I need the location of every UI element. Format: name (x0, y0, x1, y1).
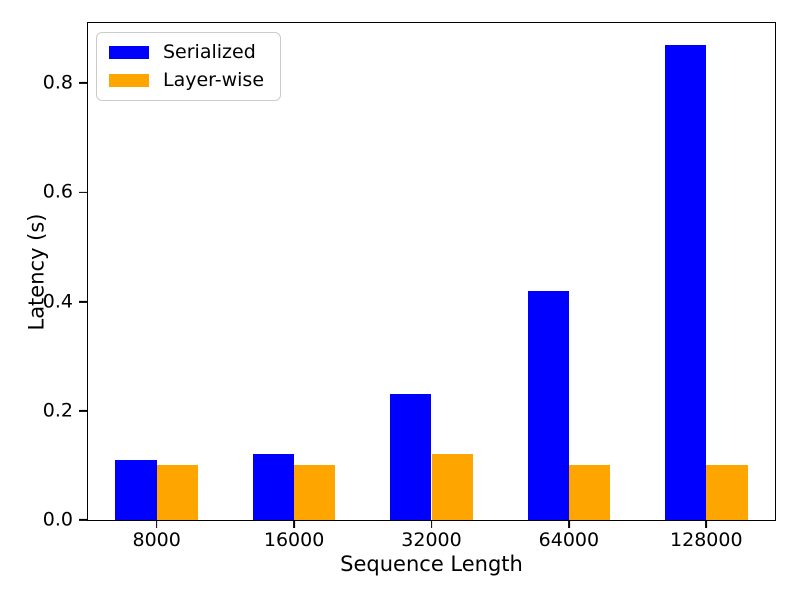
x-tick-label-64000: 64000 (538, 529, 600, 551)
legend-item: Layer-wise (109, 69, 264, 92)
x-tick-mark (155, 520, 158, 528)
bar-layer-wise-32000 (431, 454, 473, 520)
x-tick-mark (567, 520, 570, 528)
legend-item: Serialized (109, 41, 264, 64)
legend-swatch-layer-wise (109, 73, 149, 87)
bar-serialized-16000 (252, 454, 295, 520)
y-tick-label: 0.2 (42, 399, 73, 422)
x-tick-label-128000: 128000 (670, 529, 743, 551)
bar-serialized-32000 (390, 394, 432, 520)
x-tick-mark (293, 520, 295, 528)
legend-label: Layer-wise (163, 68, 265, 91)
y-tick-label: 0.8 (42, 71, 73, 94)
legend: Serialized Layer-wise (96, 32, 282, 101)
x-axis-title: Sequence Length (340, 552, 523, 576)
y-axis-title: Latency (s) (24, 212, 49, 331)
y-tick-mark (78, 519, 87, 521)
bar-serialized-128000 (665, 44, 707, 520)
x-tick-label-16000: 16000 (263, 529, 325, 551)
x-tick-mark (430, 520, 433, 528)
bar-layer-wise-64000 (568, 465, 611, 520)
bar-layer-wise-16000 (294, 465, 336, 520)
y-tick-mark (78, 409, 87, 412)
bar-layer-wise-128000 (706, 465, 748, 520)
y-tick-mark (78, 191, 87, 194)
bar-layer-wise-8000 (156, 465, 198, 520)
y-tick-label: 0.6 (42, 180, 73, 203)
legend-label: Serialized (163, 41, 256, 63)
y-tick-mark (78, 300, 87, 303)
y-tick-label: 0.4 (42, 290, 73, 313)
bar-serialized-64000 (527, 290, 569, 520)
y-tick-mark (78, 82, 87, 84)
legend-swatch-serialized (109, 45, 149, 59)
plot-area: Serialized Layer-wise Latency (s) Sequenc… (24, 22, 776, 576)
x-tick-label-32000: 32000 (401, 529, 462, 551)
y-tick-label: 0.0 (42, 508, 73, 531)
x-tick-mark (705, 520, 708, 528)
x-tick-label-8000: 8000 (132, 529, 181, 551)
bar-serialized-8000 (115, 459, 157, 520)
